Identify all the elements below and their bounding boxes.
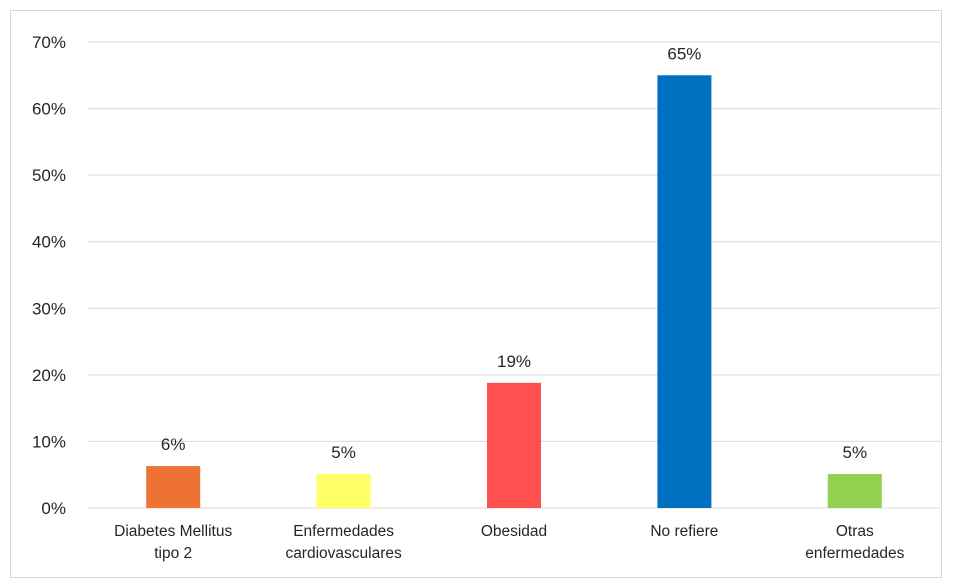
bars <box>146 75 882 509</box>
y-tick-label: 50% <box>32 166 66 185</box>
bar <box>316 474 371 508</box>
category-label: Obesidad <box>481 523 547 540</box>
data-label: 5% <box>843 443 868 462</box>
category-label: tipo 2 <box>154 545 192 562</box>
bar <box>827 474 882 508</box>
gridlines <box>88 41 940 509</box>
category-label: Enfermedades <box>293 523 394 540</box>
bar <box>146 466 201 508</box>
y-tick-label: 40% <box>32 233 66 252</box>
data-label: 19% <box>497 352 531 371</box>
data-label: 6% <box>161 435 186 454</box>
y-tick-label: 10% <box>32 432 66 451</box>
category-label: enfermedades <box>805 545 904 562</box>
y-tick-label: 70% <box>32 33 66 52</box>
data-labels: 6% 5% 19% 65% 5% <box>161 44 867 462</box>
category-label: cardiovasculares <box>285 545 402 562</box>
y-axis-tick-labels: 0% 10% 20% 30% 40% 50% 60% 70% <box>32 33 66 518</box>
category-label: Diabetes Mellitus <box>114 523 232 540</box>
y-tick-label: 60% <box>32 100 66 119</box>
y-tick-label: 20% <box>32 366 66 385</box>
category-label: No refiere <box>650 523 718 540</box>
category-label: Otras <box>836 523 874 540</box>
y-tick-label: 30% <box>32 299 66 318</box>
bar <box>487 382 541 508</box>
data-label: 65% <box>667 44 701 63</box>
x-axis-category-labels: Diabetes Mellitus tipo 2 Enfermedades cardi… <box>114 523 904 562</box>
bar <box>657 75 712 509</box>
data-label: 5% <box>331 443 356 462</box>
y-tick-label: 0% <box>41 499 66 518</box>
